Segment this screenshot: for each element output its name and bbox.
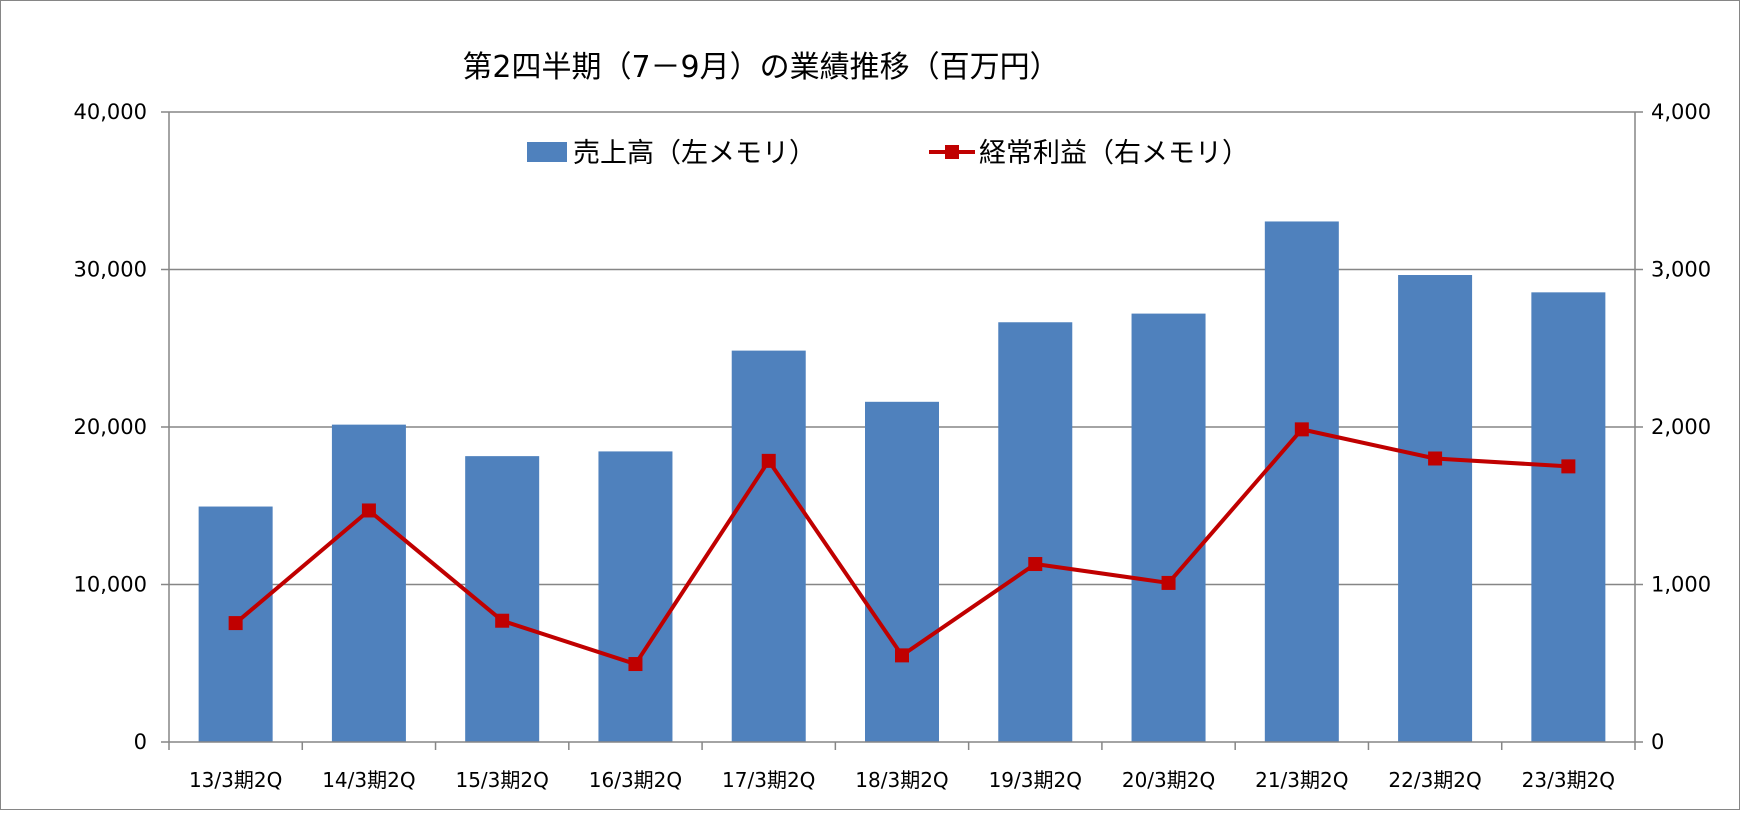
- line-point: [361, 503, 376, 518]
- x-tick-label: 23/3期2Q: [1522, 768, 1615, 792]
- left-tick-label: 10,000: [74, 573, 147, 597]
- bar: [331, 424, 406, 742]
- bar: [731, 350, 806, 742]
- right-tick-label: 4,000: [1651, 100, 1711, 124]
- left-tick-label: 40,000: [74, 100, 147, 124]
- x-tick-label: 22/3期2Q: [1388, 768, 1481, 792]
- x-tick-label: 14/3期2Q: [322, 768, 415, 792]
- line-point: [1294, 422, 1309, 437]
- line-point: [1161, 575, 1176, 590]
- line-point: [1028, 557, 1043, 572]
- legend-label-bar: 売上高（左メモリ）: [573, 138, 816, 169]
- right-tick-label: 2,000: [1651, 415, 1711, 439]
- line-point: [1428, 451, 1443, 466]
- bar: [598, 451, 673, 742]
- x-tick-label: 13/3期2Q: [189, 768, 282, 792]
- bar: [1131, 313, 1206, 742]
- right-tick-label: 1,000: [1651, 573, 1711, 597]
- line-point: [761, 453, 776, 468]
- x-tick-label: 17/3期2Q: [722, 768, 815, 792]
- line-point: [895, 648, 909, 663]
- line-point: [628, 657, 643, 672]
- x-tick-label: 19/3期2Q: [989, 768, 1082, 792]
- x-tick-label: 21/3期2Q: [1255, 768, 1348, 792]
- bar: [1398, 275, 1473, 742]
- x-tick-label: 16/3期2Q: [589, 768, 682, 792]
- legend: 売上高（左メモリ） 経常利益（右メモリ）: [527, 138, 1249, 169]
- x-tick-label: 18/3期2Q: [855, 768, 948, 792]
- legend-swatch-bar: [527, 142, 567, 162]
- legend-label-line: 経常利益（右メモリ）: [979, 138, 1249, 169]
- left-tick-label: 0: [134, 730, 147, 754]
- bar-series: [198, 221, 1606, 742]
- bar: [998, 322, 1073, 742]
- line-series: [228, 422, 1576, 672]
- right-tick-label: 0: [1651, 730, 1664, 754]
- left-tick-label: 20,000: [74, 415, 147, 439]
- chart-title: 第2四半期（7－9月）の業績推移（百万円）: [462, 50, 1059, 85]
- line-point: [228, 616, 243, 631]
- line-point: [495, 613, 510, 628]
- line-point: [1561, 459, 1576, 474]
- x-tick-label: 20/3期2Q: [1122, 768, 1215, 792]
- bar: [1264, 221, 1339, 742]
- left-tick-label: 30,000: [74, 258, 147, 282]
- x-tick-label: 15/3期2Q: [455, 768, 548, 792]
- legend-marker-line: [945, 145, 959, 159]
- right-tick-label: 3,000: [1651, 258, 1711, 282]
- axes: 0 0 10,000 1,000 20,000 2,000 30,000 3,000 40,00…: [74, 100, 1712, 792]
- bar: [1531, 292, 1606, 742]
- bar: [865, 401, 939, 742]
